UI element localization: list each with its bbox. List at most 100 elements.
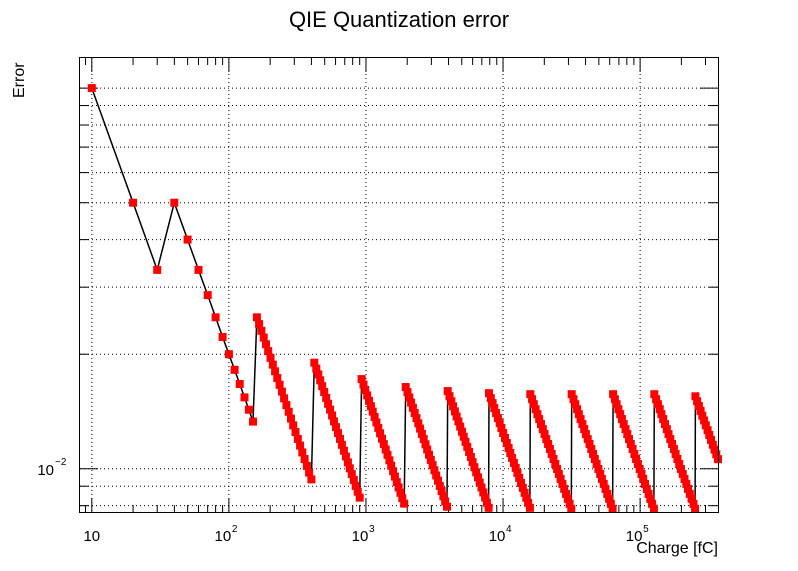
- data-point: [337, 440, 346, 449]
- data-point: [668, 440, 677, 448]
- data-point: [357, 375, 366, 384]
- data-point: [305, 468, 314, 477]
- data-point: [224, 350, 233, 359]
- data-point: [616, 410, 625, 419]
- data-point: [314, 370, 323, 379]
- data-point: [477, 483, 486, 492]
- data-point: [240, 393, 249, 402]
- y-tick-label-exponent: −2: [55, 457, 67, 468]
- data-point: [696, 406, 705, 415]
- data-point: [687, 494, 696, 503]
- data-point: [563, 494, 572, 503]
- data-point: [601, 484, 610, 493]
- data-point: [684, 484, 692, 493]
- data-point: [509, 458, 518, 467]
- data-point: [349, 476, 358, 484]
- data-point: [707, 435, 715, 444]
- data-point: [594, 465, 603, 473]
- data-point: [359, 380, 368, 389]
- data-point: [330, 417, 338, 426]
- data-point: [573, 405, 582, 414]
- data-point: [423, 445, 432, 454]
- plot-frame: [79, 57, 719, 513]
- data-point: [705, 431, 714, 439]
- data-point: [639, 474, 648, 483]
- series-line: [91, 87, 719, 510]
- data-point: [652, 395, 661, 404]
- data-point: [680, 474, 689, 483]
- data-point: [545, 445, 554, 453]
- data-point: [318, 382, 327, 391]
- x-axis-title: Charge [fC]: [636, 540, 718, 557]
- y-axis-title: Error: [11, 62, 28, 98]
- data-point: [385, 456, 394, 465]
- data-point: [407, 398, 416, 407]
- data-point: [630, 450, 639, 458]
- data-point: [525, 503, 534, 512]
- x-tick-label: 10: [83, 528, 100, 545]
- data-point: [266, 353, 275, 362]
- data-point: [401, 383, 410, 391]
- data-point: [685, 489, 694, 498]
- data-point: [430, 466, 439, 475]
- data-point: [589, 450, 598, 458]
- data-point: [708, 440, 717, 449]
- data-point: [482, 498, 491, 507]
- data-point: [458, 427, 466, 436]
- data-point: [282, 401, 291, 410]
- x-tick-label: 10 4: [489, 524, 512, 545]
- data-point: [394, 483, 403, 492]
- data-point: [396, 488, 405, 497]
- data-point: [392, 478, 401, 486]
- x-tick-label-exponent: 4: [506, 524, 512, 535]
- x-tick-label-exponent: 2: [232, 524, 238, 535]
- data-point: [459, 432, 468, 441]
- data-point: [284, 407, 293, 416]
- data-point: [484, 503, 493, 512]
- data-point: [273, 374, 282, 383]
- data-point: [556, 474, 565, 483]
- data-point: [432, 471, 441, 480]
- data-point: [466, 453, 475, 461]
- data-point: [230, 365, 239, 374]
- data-point: [465, 448, 474, 456]
- data-point: [452, 412, 461, 421]
- data-point: [339, 446, 348, 455]
- x-tick-label: 10 5: [626, 524, 649, 545]
- data-point: [435, 481, 444, 490]
- data-point: [257, 326, 266, 335]
- data-point: [291, 428, 300, 437]
- data-point: [475, 478, 484, 487]
- data-point: [426, 455, 435, 464]
- data-point: [383, 450, 392, 459]
- data-point: [434, 476, 442, 485]
- data-point: [558, 479, 567, 488]
- data-point: [535, 415, 544, 424]
- data-point: [567, 390, 576, 399]
- data-point: [345, 464, 354, 473]
- data-point: [129, 198, 138, 207]
- data-point: [578, 420, 587, 429]
- data-point: [437, 487, 446, 496]
- data-point: [366, 402, 375, 411]
- data-point: [599, 479, 608, 488]
- data-point: [374, 423, 383, 432]
- data-point: [710, 445, 719, 454]
- data-point: [322, 393, 331, 402]
- data-point: [414, 419, 423, 428]
- data-point: [506, 449, 515, 457]
- data-point: [567, 504, 576, 513]
- data-point: [264, 347, 273, 356]
- data-point: [637, 469, 646, 478]
- data-point: [351, 481, 360, 490]
- data-point: [495, 419, 504, 428]
- data-point: [398, 494, 407, 503]
- data-point: [513, 468, 522, 477]
- data-point: [499, 429, 508, 437]
- data-point: [203, 291, 212, 300]
- chart-title: QIE Quantization error: [289, 7, 509, 32]
- data-point: [390, 472, 399, 481]
- data-point: [571, 400, 580, 409]
- data-point: [508, 453, 517, 462]
- series-markers: [87, 84, 722, 513]
